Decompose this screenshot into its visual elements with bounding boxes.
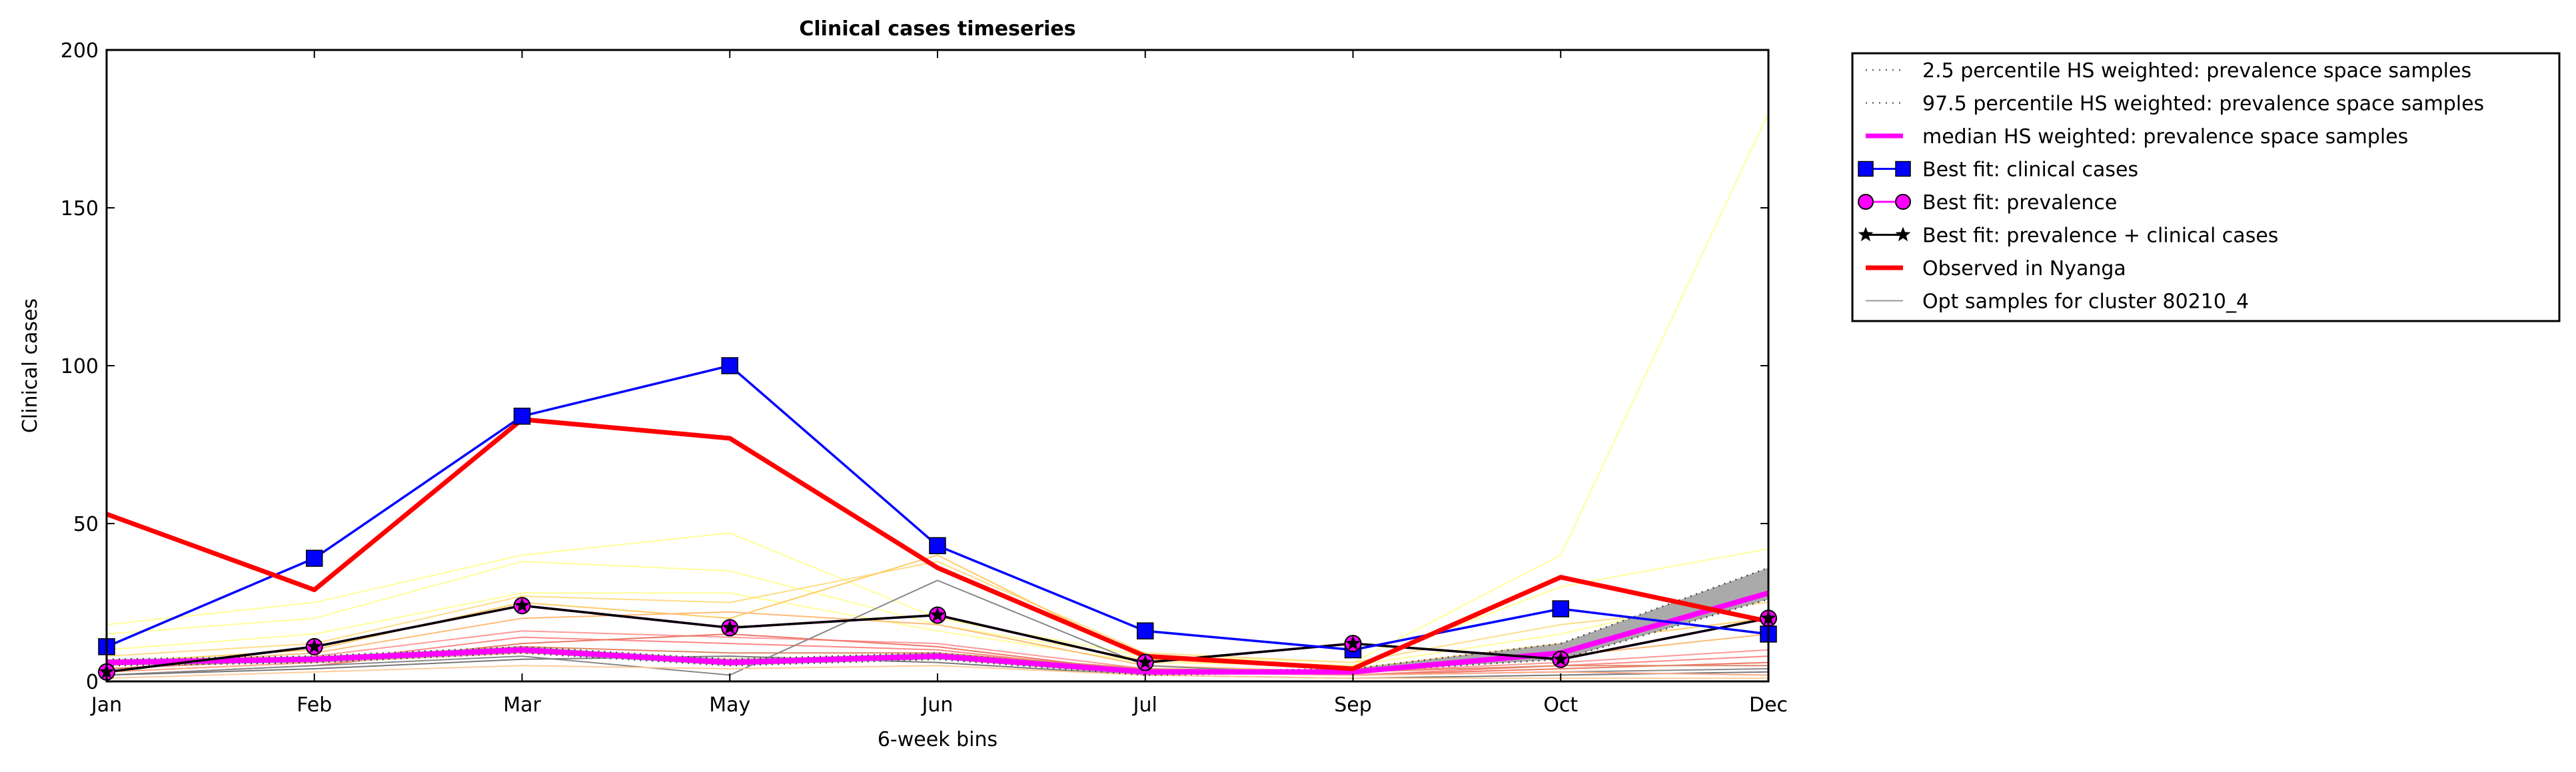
observed-line (107, 417, 1768, 671)
clinical-cases-marker (1552, 600, 1569, 617)
x-tick-label: Feb (297, 693, 332, 717)
sample-line (107, 585, 1768, 667)
legend-label: median HS weighted: prevalence space sam… (1922, 125, 2408, 149)
x-tick-label: Dec (1749, 693, 1788, 717)
legend-marker (1895, 161, 1911, 177)
combined-fit-marker (930, 607, 946, 622)
legend-item: Best fit: prevalence + clinical cases (1858, 224, 2278, 248)
x-tick-label: Jan (90, 693, 122, 717)
legend-label: 97.5 percentile HS weighted: prevalence … (1922, 93, 2484, 116)
legend: 2.5 percentile HS weighted: prevalence s… (1851, 52, 2561, 322)
legend-marker (1895, 226, 1911, 242)
combined-fit-marker (307, 638, 322, 653)
legend-marker (1858, 226, 1874, 242)
legend-label: Best fit: prevalence (1922, 191, 2117, 214)
legend-marker (1858, 194, 1874, 210)
chart-title: Clinical cases timeseries (799, 17, 1075, 41)
plot-frame (105, 49, 1770, 683)
x-tick-label: Jun (921, 693, 954, 717)
x-tick-label: Oct (1543, 693, 1578, 717)
sample-line (107, 630, 1768, 673)
legend-item: 2.5 percentile HS weighted: prevalence s… (1866, 59, 2471, 83)
y-axis: 0 50 100 150 200 (61, 39, 1768, 694)
combined-fit-marker (514, 597, 530, 612)
sample-line (107, 560, 1768, 663)
legend-item: median HS weighted: prevalence space sam… (1866, 125, 2408, 149)
combined-fit-marker (1553, 651, 1569, 666)
y-tick-label: 0 (86, 671, 99, 694)
clinical-cases-marker (1137, 622, 1154, 639)
clinical-cases-marker (513, 408, 531, 425)
x-tick-label: Mar (503, 693, 541, 717)
sample-line (107, 655, 1768, 679)
sample-line (107, 665, 1768, 679)
legend-label: Opt samples for cluster 80210_4 (1922, 290, 2249, 314)
clinical-cases-marker (929, 537, 946, 554)
clinical-cases-marker (721, 357, 738, 374)
legend-marker (1895, 194, 1911, 210)
legend-item: Observed in Nyanga (1866, 257, 2126, 280)
x-tick-label: Jul (1132, 693, 1157, 717)
y-tick-label: 100 (61, 355, 99, 378)
legend-frame (1851, 52, 2561, 322)
percentile-2-5-line (107, 598, 1768, 676)
legend-item: Opt samples for cluster 80210_4 (1866, 290, 2249, 314)
legend-label: Observed in Nyanga (1922, 257, 2126, 280)
percentile-97-5-line (107, 567, 1768, 673)
combined-fit-marker (722, 619, 738, 635)
median-line (107, 590, 1768, 675)
legend-item: 97.5 percentile HS weighted: prevalence … (1866, 93, 2484, 116)
x-axis: Jan Feb Mar May Jun Jul Sep Oct Dec (90, 50, 1788, 717)
legend-item: Best fit: prevalence (1858, 191, 2117, 214)
clinical-cases-marker (306, 550, 323, 567)
combined-fit-marker (1345, 635, 1361, 650)
legend-label: 2.5 percentile HS weighted: prevalence s… (1922, 59, 2471, 83)
y-axis-label: Clinical cases (19, 298, 42, 433)
x-axis-label: 6-week bins (878, 728, 997, 751)
y-tick-label: 200 (61, 39, 99, 63)
y-tick-label: 50 (73, 513, 99, 536)
legend-item: Best fit: clinical cases (1858, 159, 2138, 182)
y-tick-label: 150 (61, 197, 99, 220)
legend-label: Best fit: clinical cases (1922, 159, 2138, 182)
legend-marker (1858, 161, 1874, 177)
combined-fit-marker (1137, 654, 1153, 669)
legend-label: Best fit: prevalence + clinical cases (1922, 224, 2278, 248)
x-tick-label: May (709, 693, 750, 717)
x-tick-label: Sep (1334, 693, 1372, 717)
